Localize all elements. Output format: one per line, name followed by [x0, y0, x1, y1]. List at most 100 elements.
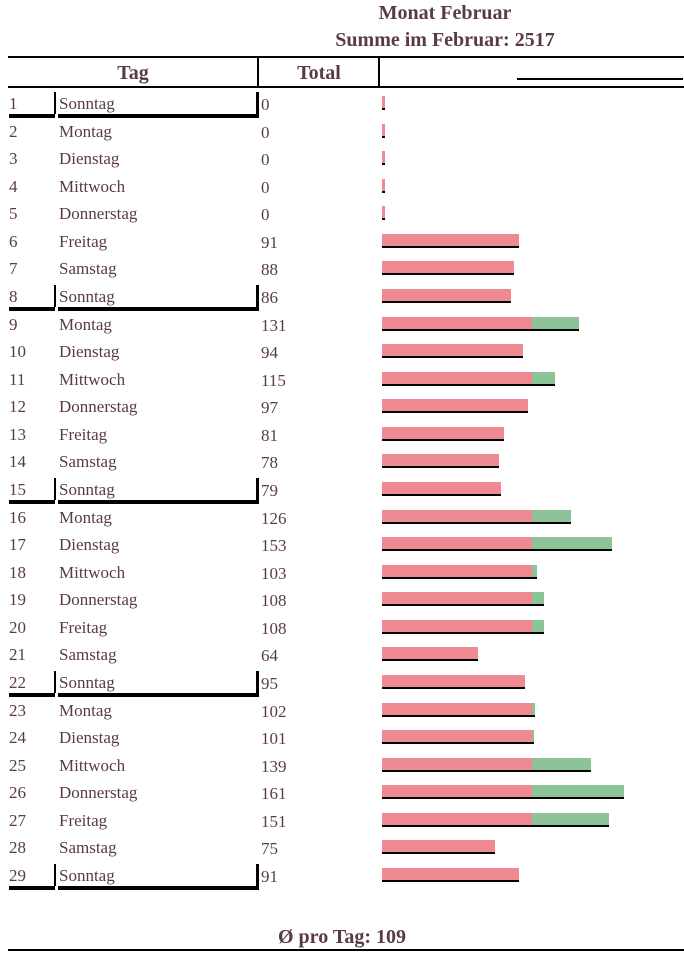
bar-excess	[532, 537, 612, 552]
bar-excess	[532, 619, 544, 634]
total-value: 101	[261, 729, 287, 749]
weekday-label: Dienstag	[59, 728, 120, 748]
bar-excess	[532, 785, 624, 800]
total-value: 81	[261, 425, 278, 445]
weekday-label: Montag	[59, 314, 112, 334]
week-separator-tick	[54, 92, 56, 114]
day-number: 9	[9, 314, 18, 334]
bar-excess	[532, 564, 537, 579]
total-value: 78	[261, 453, 278, 473]
day-number: 19	[9, 590, 26, 610]
bar-main	[382, 730, 532, 745]
day-number: 1	[9, 94, 18, 113]
weekday-label: Montag	[59, 121, 112, 141]
total-value: 131	[261, 315, 287, 335]
bar-main	[382, 288, 511, 303]
week-separator-tick	[54, 863, 56, 886]
bar-excess	[532, 509, 571, 524]
bar-excess	[532, 592, 544, 607]
average-per-day: Ø pro Tag: 109	[278, 926, 406, 948]
day-number: 12	[9, 397, 26, 417]
bar-main	[382, 233, 519, 248]
bar-main	[382, 96, 385, 110]
header-bottom-rule	[8, 86, 684, 88]
bar-main	[382, 592, 532, 607]
day-number: 25	[9, 755, 26, 775]
total-value: 88	[261, 260, 278, 280]
bar-main	[382, 812, 532, 827]
total-value: 103	[261, 563, 287, 583]
day-number: 26	[9, 783, 26, 803]
week-separator-tick	[54, 670, 56, 693]
day-number: 18	[9, 562, 26, 582]
total-value: 95	[261, 673, 278, 693]
weekday-label: Samstag	[59, 645, 117, 665]
bar-main	[382, 371, 532, 386]
day-number: 11	[9, 369, 26, 389]
bar-main	[382, 564, 532, 579]
weekday-label: Sonntag	[59, 479, 115, 499]
weekday-label: Donnerstag	[59, 204, 138, 224]
weekday-label: Donnerstag	[59, 590, 138, 610]
bar-main	[382, 674, 525, 689]
weekday-label: Montag	[59, 700, 112, 720]
footer-rule	[8, 949, 684, 951]
weekday-label: Donnerstag	[59, 783, 138, 803]
total-value: 94	[261, 343, 278, 363]
total-value: 86	[261, 287, 278, 307]
week-separator-right	[58, 114, 259, 118]
week-separator-tick	[54, 477, 56, 500]
bar-main	[382, 481, 501, 496]
bar-main	[382, 702, 532, 717]
weekday-label: Freitag	[59, 810, 108, 830]
total-value: 151	[261, 811, 287, 831]
chart-title: Monat Februar	[378, 2, 512, 24]
weekday-label: Sonntag	[59, 94, 115, 113]
column-header-total: Total	[297, 62, 341, 84]
day-number: 23	[9, 700, 26, 720]
weekday-label: Samstag	[59, 838, 117, 858]
day-number: 4	[9, 176, 18, 196]
day-number: 3	[9, 149, 18, 169]
bar-main	[382, 178, 385, 193]
weekday-label: Samstag	[59, 259, 117, 279]
total-value: 75	[261, 839, 278, 859]
weekday-label: Mittwoch	[59, 176, 126, 196]
day-number: 20	[9, 617, 26, 637]
weekday-label: Mittwoch	[59, 562, 126, 582]
bar-main	[382, 151, 385, 166]
week-separator-right	[58, 885, 259, 890]
day-number: 15	[9, 479, 26, 499]
total-value: 91	[261, 866, 278, 886]
total-value: 115	[261, 370, 286, 390]
day-number: 10	[9, 342, 26, 362]
total-value: 0	[261, 205, 270, 225]
week-separator-left	[9, 885, 55, 890]
week-separator-right	[58, 499, 259, 504]
header-scale-rule	[517, 78, 683, 80]
bar-excess	[532, 757, 591, 772]
total-value: 0	[261, 150, 270, 170]
day-number: 24	[9, 728, 26, 748]
bar-excess	[532, 316, 579, 331]
bar-main	[382, 840, 495, 855]
weekday-label: Dienstag	[59, 535, 120, 555]
total-value: 108	[261, 618, 287, 638]
week-separator-tick	[256, 863, 259, 886]
day-number: 7	[9, 259, 18, 279]
bar-main	[382, 454, 499, 469]
total-value: 102	[261, 701, 287, 721]
weekday-label: Freitag	[59, 231, 108, 251]
total-value: 91	[261, 232, 278, 252]
header-top-rule	[8, 56, 684, 58]
day-number: 27	[9, 810, 26, 830]
week-separator-left	[9, 114, 55, 118]
day-number: 17	[9, 535, 26, 555]
week-separator-tick	[256, 92, 259, 114]
day-number: 14	[9, 452, 26, 472]
column-header-tag: Tag	[117, 62, 149, 84]
bar-main	[382, 867, 519, 882]
bar-main	[382, 647, 478, 662]
week-separator-tick	[54, 284, 56, 307]
day-number: 22	[9, 672, 26, 692]
